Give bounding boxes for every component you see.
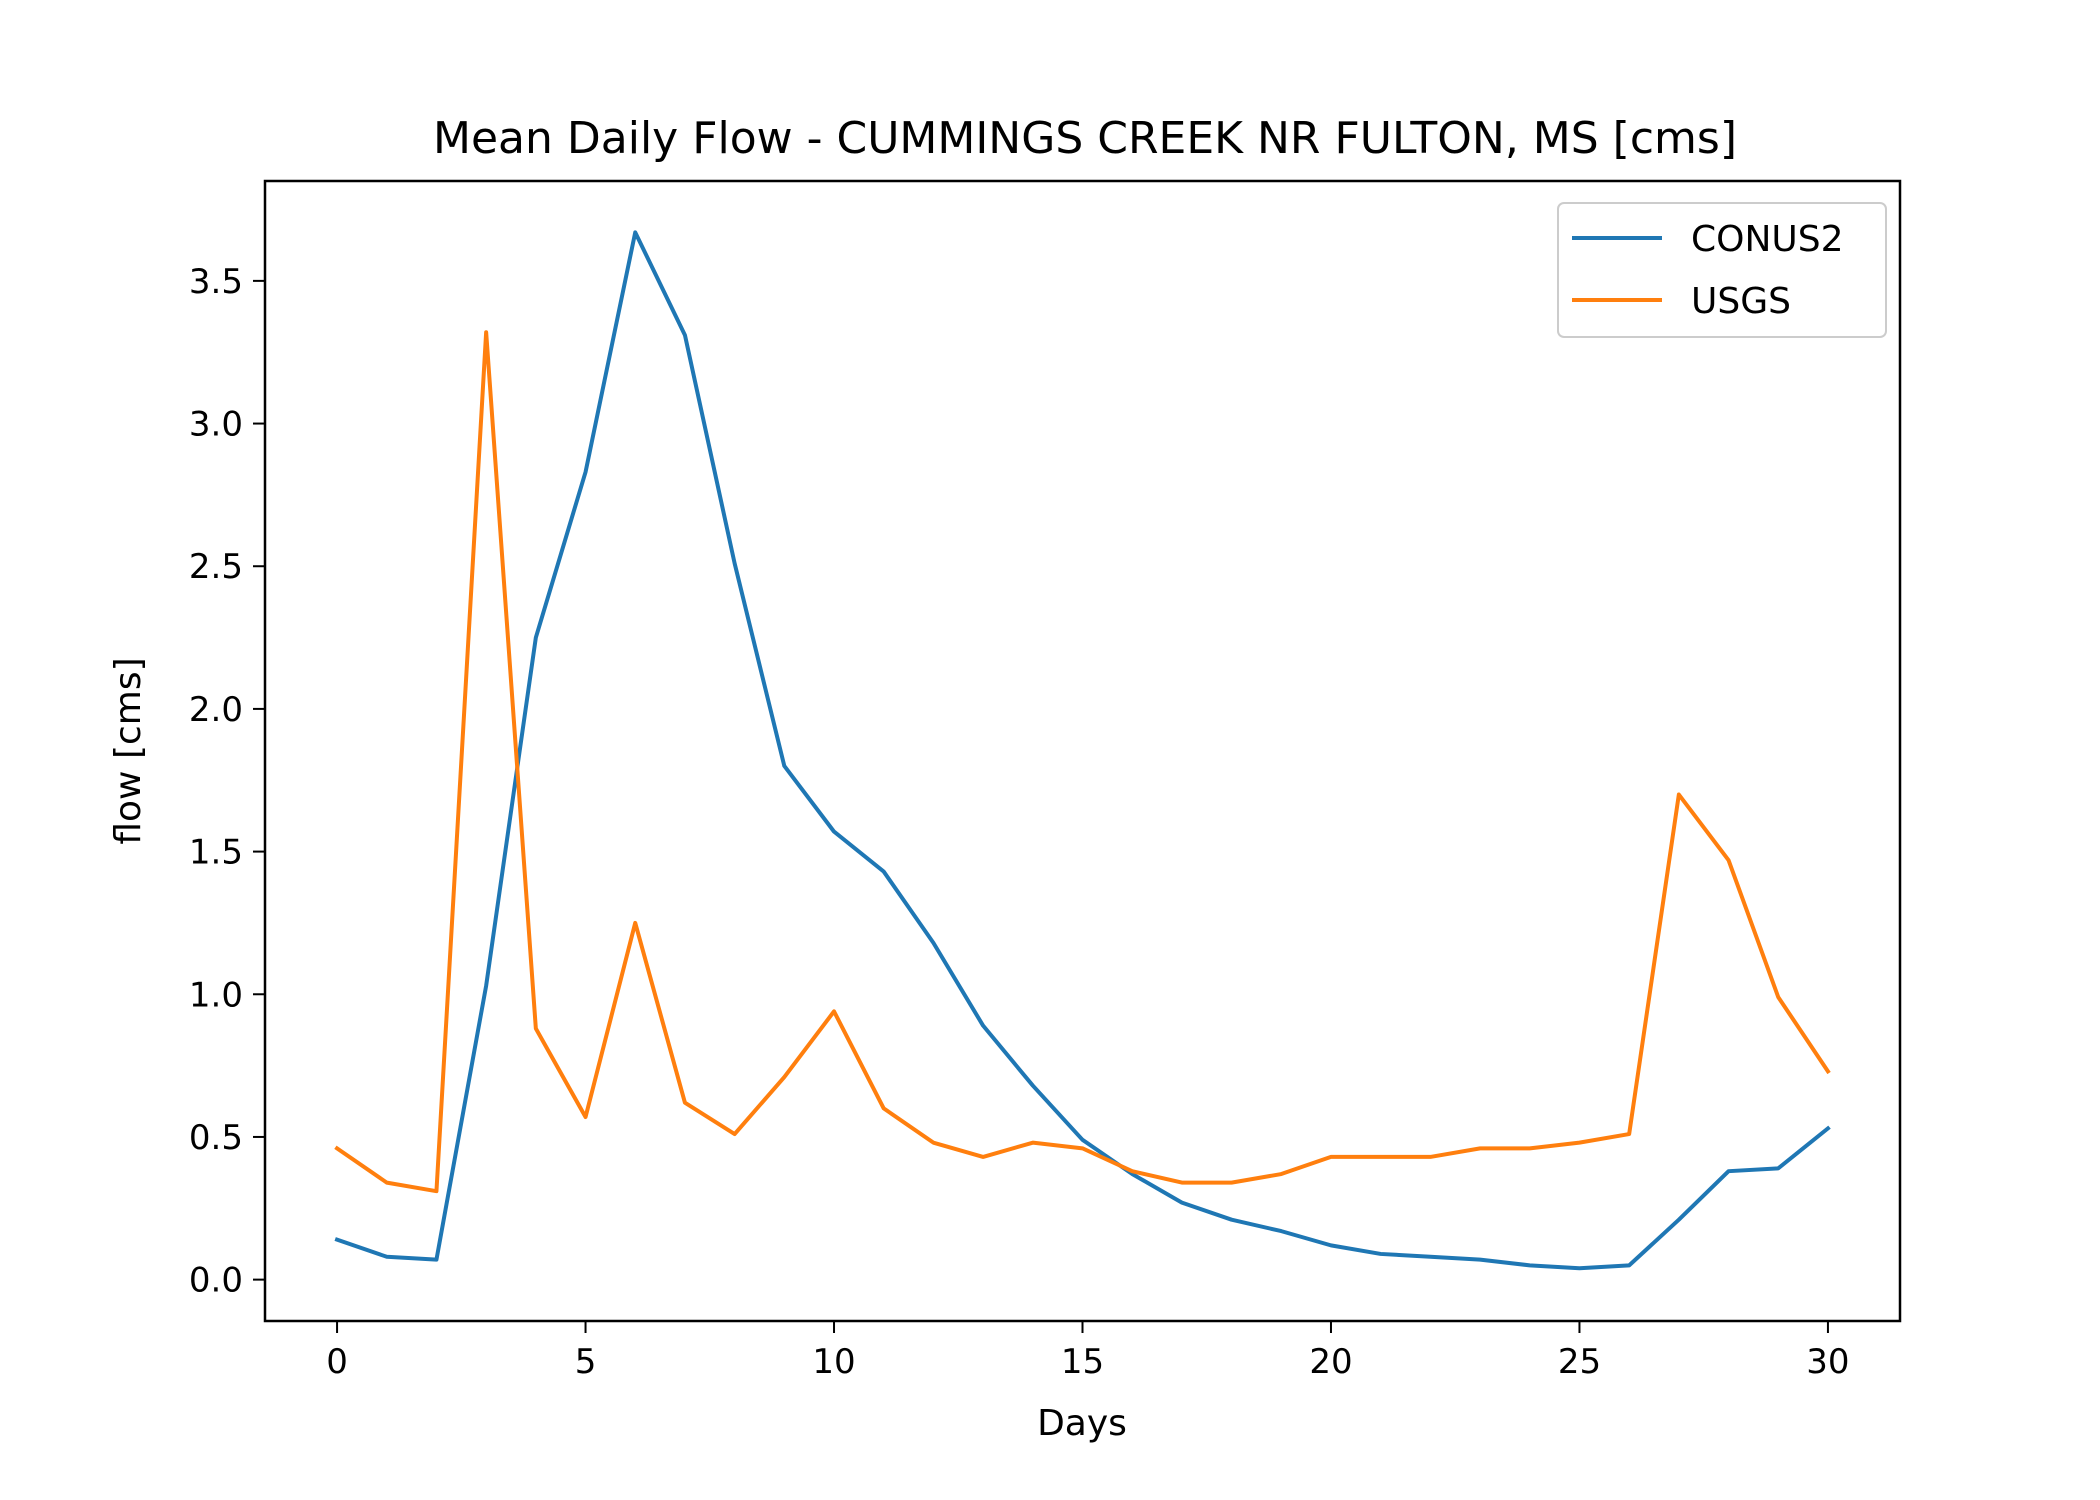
x-axis-label: Days (1037, 1403, 1127, 1444)
legend-label-usgs: USGS (1691, 281, 1791, 322)
x-tick-label: 20 (1309, 1342, 1352, 1382)
series-line-usgs (334, 330, 1831, 1194)
y-axis-label: flow [cms] (108, 657, 149, 844)
x-tick-label: 15 (1061, 1342, 1104, 1382)
y-tick-label: 1.5 (189, 833, 243, 873)
x-tick-label: 0 (326, 1342, 348, 1382)
x-axis: 0 5 10 15 20 25 30 (326, 1321, 1850, 1382)
y-tick-label: 3.5 (189, 262, 243, 302)
x-tick-label: 10 (812, 1342, 855, 1382)
y-tick-label: 1.0 (189, 975, 243, 1015)
y-tick-label: 0.5 (189, 1118, 243, 1158)
series-layer (334, 230, 1831, 1271)
y-tick-label: 2.5 (189, 547, 243, 587)
x-tick-label: 30 (1806, 1342, 1849, 1382)
x-tick-label: 5 (575, 1342, 597, 1382)
y-axis: 0.0 0.5 1.0 1.5 2.0 2.5 3.0 3.5 (189, 262, 265, 1301)
y-tick-label: 3.0 (189, 405, 243, 445)
chart-title: Mean Daily Flow - CUMMINGS CREEK NR FULT… (433, 113, 1737, 164)
legend: CONUS2 USGS (1557, 202, 1887, 338)
y-tick-label: 2.0 (189, 690, 243, 730)
y-tick-label: 0.0 (189, 1261, 243, 1301)
x-tick-label: 25 (1558, 1342, 1601, 1382)
legend-label-conus2: CONUS2 (1691, 219, 1844, 260)
series-line-conus2 (334, 230, 1831, 1271)
